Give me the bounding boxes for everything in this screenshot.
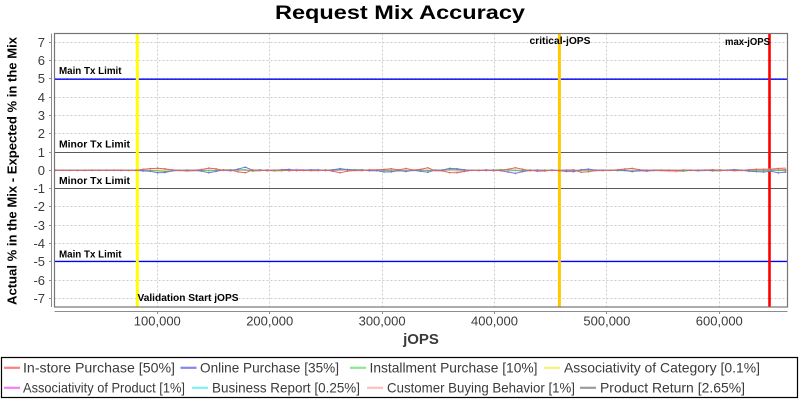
svg-text:4: 4 xyxy=(38,90,45,105)
svg-text:Product Return [2.65%]: Product Return [2.65%] xyxy=(600,380,745,396)
svg-text:Request Mix Accuracy: Request Mix Accuracy xyxy=(275,3,526,24)
svg-text:500,000: 500,000 xyxy=(583,314,630,329)
svg-text:5: 5 xyxy=(38,71,45,86)
svg-text:critical-jOPS: critical-jOPS xyxy=(530,35,591,47)
svg-text:-3: -3 xyxy=(33,218,45,233)
svg-text:Main Tx Limit: Main Tx Limit xyxy=(59,65,122,77)
svg-text:-4: -4 xyxy=(33,236,45,251)
svg-text:-5: -5 xyxy=(33,254,45,269)
svg-text:Minor Tx Limit: Minor Tx Limit xyxy=(59,175,130,187)
svg-text:-2: -2 xyxy=(33,199,45,214)
svg-text:3: 3 xyxy=(38,108,45,123)
svg-text:7: 7 xyxy=(38,35,45,50)
svg-text:-6: -6 xyxy=(33,273,45,288)
svg-text:-7: -7 xyxy=(33,291,45,306)
svg-text:200,000: 200,000 xyxy=(246,314,293,329)
svg-text:Business Report [0.25%]: Business Report [0.25%] xyxy=(212,380,360,396)
svg-text:300,000: 300,000 xyxy=(359,314,406,329)
svg-text:Validation Start jOPS: Validation Start jOPS xyxy=(138,292,239,304)
svg-text:100,000: 100,000 xyxy=(134,314,181,329)
svg-text:Actual % in the Mix - Expected: Actual % in the Mix - Expected % in the … xyxy=(5,36,20,305)
svg-text:Customer Buying Behavior [1%]: Customer Buying Behavior [1%] xyxy=(387,380,575,396)
svg-text:6: 6 xyxy=(38,53,45,68)
svg-text:Online Purchase [35%]: Online Purchase [35%] xyxy=(200,360,339,376)
svg-text:Installment Purchase [10%]: Installment Purchase [10%] xyxy=(370,360,538,376)
svg-text:Associativity of Category [0.1: Associativity of Category [0.1%] xyxy=(564,360,760,376)
svg-text:jOPS: jOPS xyxy=(402,331,439,348)
svg-text:Main Tx Limit: Main Tx Limit xyxy=(59,248,122,260)
svg-text:1: 1 xyxy=(38,145,45,160)
svg-text:max-jOPS: max-jOPS xyxy=(725,36,770,48)
svg-text:0: 0 xyxy=(38,163,45,178)
svg-text:Associativity of Product [1%]: Associativity of Product [1%] xyxy=(23,380,185,396)
svg-text:-1: -1 xyxy=(33,181,45,196)
svg-text:In-store Purchase [50%]: In-store Purchase [50%] xyxy=(23,360,175,376)
svg-text:Minor Tx Limit: Minor Tx Limit xyxy=(59,139,130,151)
svg-text:600,000: 600,000 xyxy=(696,314,743,329)
svg-text:2: 2 xyxy=(38,126,45,141)
svg-text:400,000: 400,000 xyxy=(471,314,518,329)
